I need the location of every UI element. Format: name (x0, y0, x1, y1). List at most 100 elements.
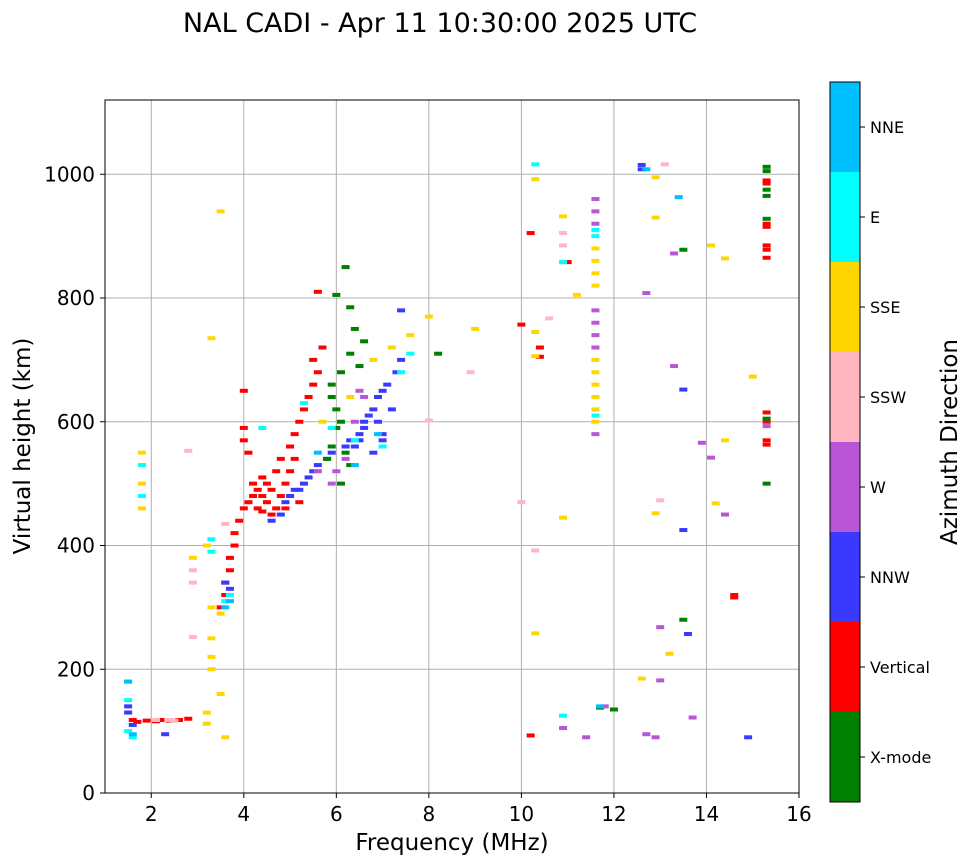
data-point (762, 169, 771, 174)
data-point (679, 247, 688, 252)
data-point (207, 654, 216, 659)
y-axis-label: Virtual height (km) (10, 338, 36, 555)
data-point (637, 162, 646, 167)
data-point (572, 292, 581, 297)
data-point (188, 580, 197, 585)
data-point (378, 432, 387, 437)
data-point (762, 416, 771, 421)
data-point (258, 425, 267, 430)
data-point (531, 354, 540, 359)
data-point (517, 500, 526, 505)
data-point (138, 450, 147, 455)
data-point (531, 330, 540, 335)
y-tick-label: 600 (57, 410, 95, 434)
data-point (295, 419, 304, 424)
data-point (591, 209, 600, 214)
data-point (591, 234, 600, 239)
data-point (202, 710, 211, 715)
data-point (230, 531, 239, 536)
data-point (674, 195, 683, 200)
data-point (124, 679, 133, 684)
data-point (286, 444, 295, 449)
data-point (124, 698, 133, 703)
y-tick-label: 1000 (44, 162, 95, 186)
data-point (244, 450, 253, 455)
data-point (184, 716, 193, 721)
data-point (360, 339, 369, 344)
data-point (707, 455, 716, 460)
data-point (360, 425, 369, 430)
data-point (239, 425, 248, 430)
data-point (341, 265, 350, 270)
data-points (124, 162, 771, 740)
data-point (720, 438, 729, 443)
colorbar-tick-label: NNW (870, 568, 910, 587)
data-point (221, 593, 230, 597)
x-axis-ticks: 2 4 6 8 10 12 14 16 (145, 793, 812, 826)
data-point (373, 432, 382, 437)
data-point (258, 509, 267, 514)
data-point (762, 164, 771, 169)
data-point (642, 167, 651, 172)
data-point (313, 463, 322, 468)
data-point (392, 370, 401, 375)
data-point (281, 500, 290, 505)
y-tick-label: 200 (57, 657, 95, 681)
data-point (707, 243, 716, 248)
data-point (313, 370, 322, 375)
data-point (762, 481, 771, 486)
data-point (299, 401, 308, 406)
data-point (138, 506, 147, 511)
data-point (327, 450, 336, 455)
data-point (239, 506, 248, 511)
data-point (762, 178, 771, 183)
data-point (364, 413, 373, 418)
data-point (762, 442, 771, 447)
data-point (286, 469, 295, 474)
data-point (591, 308, 600, 313)
colorbar-label: Azimuth Direction (937, 339, 963, 545)
data-point (128, 732, 137, 737)
data-point (276, 512, 285, 517)
x-tick-label: 14 (694, 802, 719, 826)
colorbar-tick-label: E (870, 208, 880, 227)
data-point (216, 209, 225, 214)
data-point (378, 438, 387, 443)
data-point (318, 345, 327, 350)
data-point (387, 345, 396, 350)
grid-lines (105, 100, 800, 794)
data-point (748, 374, 757, 379)
series-w (313, 197, 771, 740)
colorbar-segment (830, 82, 860, 172)
data-point (559, 243, 568, 248)
data-point (262, 500, 271, 505)
data-point (679, 528, 688, 533)
data-point (591, 419, 600, 424)
data-point (281, 481, 290, 486)
data-point (249, 481, 258, 486)
data-point (350, 326, 359, 331)
colorbar-tick-label: Vertical (870, 658, 930, 677)
colorbar-segment (830, 442, 860, 532)
data-point (124, 710, 133, 715)
data-point (267, 512, 276, 517)
data-point (341, 444, 350, 449)
data-point (397, 308, 406, 313)
data-point (207, 667, 216, 672)
data-point (336, 370, 345, 375)
data-point (762, 221, 771, 226)
data-point (559, 726, 568, 731)
data-point (591, 395, 600, 399)
data-point (355, 438, 364, 443)
data-point (369, 407, 378, 412)
data-point (161, 732, 170, 737)
data-point (133, 719, 142, 724)
data-point (346, 305, 355, 310)
data-point (249, 494, 258, 498)
data-point (762, 224, 771, 229)
data-point (350, 463, 359, 468)
data-point (327, 481, 336, 486)
data-point (744, 735, 753, 740)
data-point (290, 456, 299, 461)
x-tick-label: 10 (509, 802, 534, 826)
